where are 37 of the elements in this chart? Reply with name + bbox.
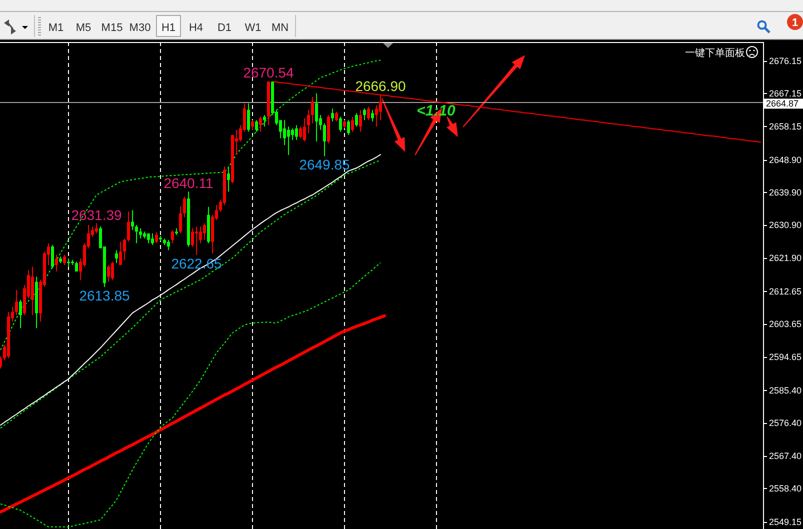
text: M15	[101, 22, 123, 34]
candlestick	[195, 226, 198, 255]
y-tick-label: 2639.90	[769, 188, 802, 198]
y-tick-label: 2612.65	[769, 286, 802, 297]
text: M5	[76, 22, 92, 34]
y-tick-label: 2558.40	[769, 484, 802, 494]
y-tick-label: 2603.65	[769, 319, 802, 330]
annotation: 2649.85	[299, 156, 350, 173]
text: M30	[129, 22, 151, 34]
text: H1	[161, 22, 176, 34]
y-tick-label: 2667.15	[769, 88, 802, 99]
y-tick-label: 2676.15	[769, 56, 802, 66]
y-tick-label: 2621.90	[769, 252, 802, 263]
annotation: 2631.39	[71, 206, 122, 223]
text: 1	[792, 17, 798, 29]
annotation: 2670.54	[243, 64, 294, 81]
y-tick-label: 2567.40	[769, 450, 802, 461]
text: MN	[271, 22, 289, 34]
line-series	[272, 81, 761, 143]
annotation: 2613.85	[79, 287, 130, 304]
y-tick-label: 2576.40	[769, 418, 802, 428]
ref-line-label: 2664.87	[766, 98, 799, 109]
annotation: 2666.90	[355, 78, 406, 94]
y-tick-label: 2594.65	[769, 352, 802, 362]
y-tick-label: 2585.40	[769, 385, 802, 396]
annotation: 2640.11	[164, 175, 214, 192]
line-series	[0, 314, 386, 514]
annotation: 一键下单面板	[685, 47, 745, 59]
y-tick-label: 2630.90	[769, 220, 802, 230]
text: W1	[244, 22, 262, 34]
text: D1	[217, 22, 232, 34]
y-tick-label: 2549.15	[769, 517, 802, 528]
candlestick	[67, 258, 70, 267]
text: H4	[188, 22, 204, 34]
text: M1	[48, 22, 64, 34]
y-tick-label: 2648.90	[769, 154, 802, 165]
y-tick-label: 2658.15	[769, 121, 802, 132]
